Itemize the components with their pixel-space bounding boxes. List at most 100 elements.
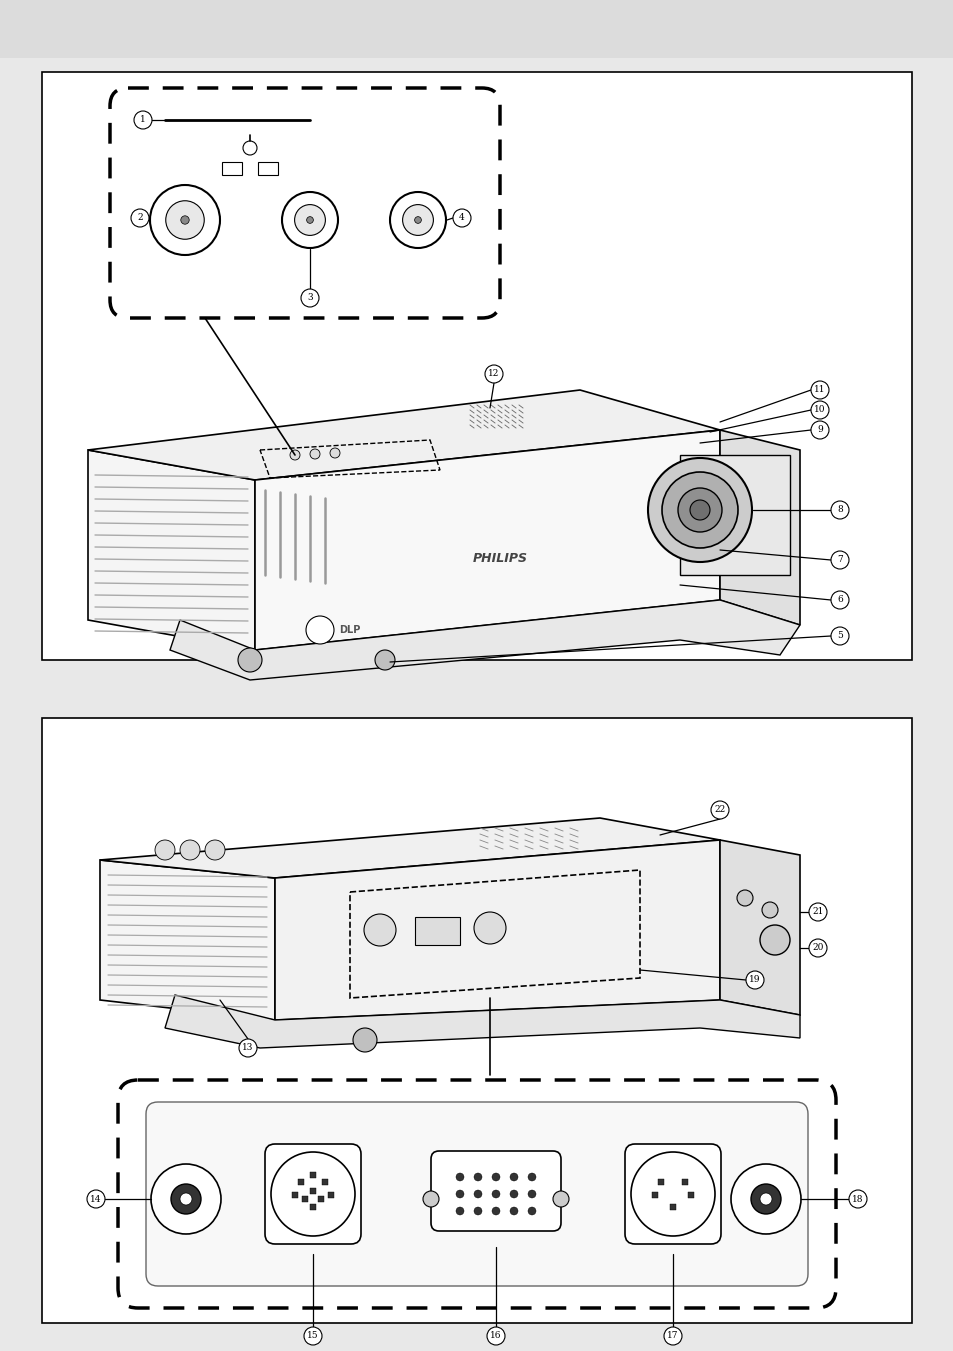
Circle shape	[415, 216, 421, 223]
Circle shape	[271, 1152, 355, 1236]
Text: 16: 16	[490, 1332, 501, 1340]
Polygon shape	[42, 717, 911, 1323]
Text: 5: 5	[836, 631, 842, 640]
Circle shape	[761, 902, 778, 917]
Circle shape	[510, 1206, 517, 1215]
Circle shape	[750, 1183, 781, 1215]
Polygon shape	[720, 430, 800, 626]
Circle shape	[510, 1190, 517, 1198]
Circle shape	[474, 1206, 481, 1215]
Circle shape	[375, 650, 395, 670]
Circle shape	[760, 1193, 771, 1205]
Text: DLP: DLP	[339, 626, 360, 635]
Circle shape	[647, 458, 751, 562]
Text: 20: 20	[811, 943, 822, 952]
Circle shape	[553, 1192, 568, 1206]
Circle shape	[760, 925, 789, 955]
Circle shape	[239, 1039, 256, 1056]
Polygon shape	[165, 994, 800, 1048]
Circle shape	[205, 840, 225, 861]
Circle shape	[830, 501, 848, 519]
Text: PHILIPS: PHILIPS	[472, 551, 527, 565]
Polygon shape	[100, 817, 720, 878]
Text: 22: 22	[714, 805, 725, 815]
Circle shape	[154, 840, 174, 861]
Circle shape	[301, 289, 318, 307]
Bar	[298, 1179, 304, 1185]
Circle shape	[663, 1327, 681, 1346]
Circle shape	[745, 971, 763, 989]
Circle shape	[237, 648, 262, 671]
Polygon shape	[100, 861, 274, 1020]
Bar	[328, 1193, 334, 1198]
Circle shape	[453, 209, 471, 227]
Circle shape	[290, 450, 299, 459]
Text: 12: 12	[488, 370, 499, 378]
Text: 4: 4	[458, 213, 464, 223]
Bar	[310, 1204, 315, 1210]
Circle shape	[810, 422, 828, 439]
Bar	[302, 1196, 308, 1202]
Circle shape	[133, 111, 152, 128]
Circle shape	[474, 1190, 481, 1198]
Bar	[257, 162, 277, 176]
Bar	[222, 162, 242, 176]
Text: 7: 7	[836, 555, 842, 565]
Text: 21: 21	[811, 908, 822, 916]
Circle shape	[527, 1206, 536, 1215]
Text: 10: 10	[814, 405, 825, 415]
Polygon shape	[42, 72, 911, 661]
Polygon shape	[254, 430, 720, 650]
Circle shape	[830, 627, 848, 644]
Text: 2: 2	[137, 213, 143, 223]
Text: 15: 15	[307, 1332, 318, 1340]
Polygon shape	[0, 0, 953, 58]
Circle shape	[808, 902, 826, 921]
FancyBboxPatch shape	[110, 88, 499, 317]
Circle shape	[808, 939, 826, 957]
Text: 9: 9	[817, 426, 822, 435]
Circle shape	[737, 890, 752, 907]
Bar	[321, 1179, 328, 1185]
Bar	[687, 1193, 694, 1198]
Circle shape	[456, 1190, 463, 1198]
Circle shape	[527, 1190, 536, 1198]
Polygon shape	[720, 840, 800, 1015]
Circle shape	[243, 141, 256, 155]
Circle shape	[527, 1173, 536, 1181]
Polygon shape	[170, 600, 800, 680]
Circle shape	[830, 590, 848, 609]
Circle shape	[810, 401, 828, 419]
Circle shape	[294, 204, 325, 235]
Circle shape	[306, 616, 334, 644]
Circle shape	[689, 500, 709, 520]
Circle shape	[474, 1173, 481, 1181]
Polygon shape	[415, 917, 459, 944]
Circle shape	[151, 1165, 221, 1233]
Bar	[679, 455, 789, 576]
Circle shape	[181, 216, 189, 224]
Text: 3: 3	[307, 293, 313, 303]
Text: 14: 14	[91, 1194, 102, 1204]
Circle shape	[456, 1173, 463, 1181]
Circle shape	[330, 449, 339, 458]
Circle shape	[304, 1327, 322, 1346]
Polygon shape	[88, 390, 720, 480]
Circle shape	[710, 801, 728, 819]
Circle shape	[364, 915, 395, 946]
Text: 19: 19	[748, 975, 760, 985]
Text: 13: 13	[242, 1043, 253, 1052]
Circle shape	[310, 449, 319, 459]
Circle shape	[422, 1192, 438, 1206]
Text: 1: 1	[140, 115, 146, 124]
Text: 17: 17	[666, 1332, 678, 1340]
FancyBboxPatch shape	[146, 1102, 807, 1286]
Bar	[310, 1171, 315, 1178]
Circle shape	[306, 216, 313, 223]
Bar	[292, 1193, 297, 1198]
FancyBboxPatch shape	[431, 1151, 560, 1231]
Circle shape	[180, 1193, 192, 1205]
Circle shape	[87, 1190, 105, 1208]
Circle shape	[848, 1190, 866, 1208]
Circle shape	[492, 1206, 499, 1215]
